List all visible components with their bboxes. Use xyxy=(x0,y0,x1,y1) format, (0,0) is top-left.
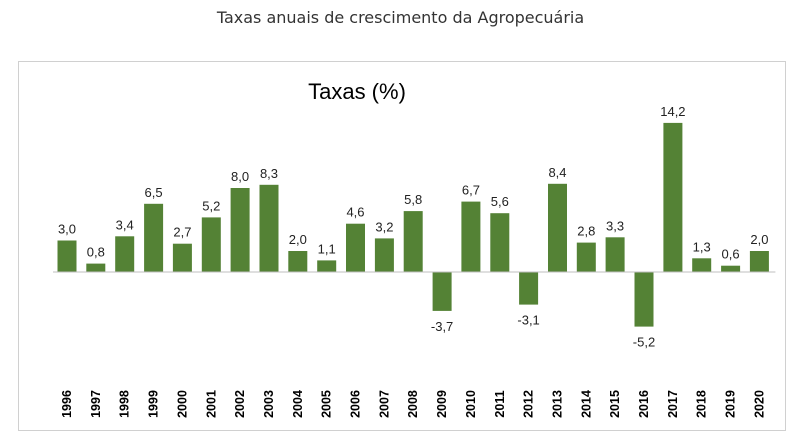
value-label-2000: 2,7 xyxy=(173,225,191,240)
x-tick-label-2005: 2005 xyxy=(320,390,334,418)
value-label-2003: 8,3 xyxy=(260,166,278,181)
bar-2009 xyxy=(432,272,452,311)
bar-1996 xyxy=(57,240,77,272)
x-tick-label-2006: 2006 xyxy=(349,390,363,418)
value-label-2005: 1,1 xyxy=(318,241,336,256)
x-tick-labels-layer: 1996 1997 1998 1999 2000 2001 2002 2003 2004 2005… xyxy=(60,390,766,418)
value-label-1997: 0,8 xyxy=(87,245,105,260)
chart-title: Taxas (%) xyxy=(308,79,406,104)
x-tick-label-2008: 2008 xyxy=(406,390,420,418)
value-label-1998: 3,4 xyxy=(116,217,134,232)
bar-2017 xyxy=(663,122,683,273)
x-tick-label-1997: 1997 xyxy=(89,390,103,418)
value-label-2013: 8,4 xyxy=(548,165,566,180)
x-tick-label-1999: 1999 xyxy=(147,390,161,418)
value-label-2007: 3,2 xyxy=(375,219,393,234)
bar-2004 xyxy=(288,251,308,272)
value-label-2019: 0,6 xyxy=(722,247,740,262)
bar-2005 xyxy=(317,260,337,272)
value-label-2001: 5,2 xyxy=(202,198,220,213)
x-tick-label-2013: 2013 xyxy=(551,390,565,418)
x-tick-label-2014: 2014 xyxy=(579,390,593,418)
bar-2003 xyxy=(259,184,279,272)
bar-2018 xyxy=(692,258,712,272)
bar-2015 xyxy=(605,237,625,272)
value-label-2012: -3,1 xyxy=(517,313,539,328)
value-label-2002: 8,0 xyxy=(231,169,249,184)
value-label-2014: 2,8 xyxy=(577,224,595,239)
value-label-2016: -5,2 xyxy=(633,335,655,350)
page-title: Taxas anuais de crescimento da Agropecuá… xyxy=(216,8,585,27)
value-label-1996: 3,0 xyxy=(58,222,76,237)
x-tick-label-2017: 2017 xyxy=(666,390,680,418)
x-tick-label-2010: 2010 xyxy=(464,390,478,418)
x-tick-label-1998: 1998 xyxy=(118,390,132,418)
value-label-2010: 6,7 xyxy=(462,183,480,198)
x-tick-label-2009: 2009 xyxy=(435,390,449,418)
bar-1999 xyxy=(144,203,164,273)
bars-layer xyxy=(57,122,769,327)
x-tick-label-2002: 2002 xyxy=(233,390,247,418)
bar-2012 xyxy=(519,272,539,305)
bar-2016 xyxy=(634,272,654,327)
x-tick-label-2020: 2020 xyxy=(752,390,766,418)
bar-1998 xyxy=(115,236,135,272)
bar-2008 xyxy=(403,211,423,272)
bar-2013 xyxy=(548,183,567,272)
x-tick-label-2011: 2011 xyxy=(493,390,507,417)
value-label-2015: 3,3 xyxy=(606,218,624,233)
bar-2000 xyxy=(172,243,192,273)
bar-2019 xyxy=(721,265,741,272)
chart-frame: Taxas (%) 3,0 0,8 3,4 6,5 2,7 5,2 8,0 8,3 2,0 1,1… xyxy=(18,61,786,431)
x-tick-label-2019: 2019 xyxy=(724,390,738,418)
x-tick-label-2007: 2007 xyxy=(377,390,391,418)
value-labels-layer: 3,0 0,8 3,4 6,5 2,7 5,2 8,0 8,3 2,0 1,1 4,6 3,2 5,8 -… xyxy=(58,104,768,350)
value-label-2004: 2,0 xyxy=(289,232,307,247)
x-tick-label-2003: 2003 xyxy=(262,390,276,418)
value-label-1999: 6,5 xyxy=(145,185,163,200)
x-tick-label-1996: 1996 xyxy=(60,390,74,418)
x-tick-label-2000: 2000 xyxy=(175,390,189,418)
value-label-2006: 4,6 xyxy=(346,205,364,220)
bar-1997 xyxy=(86,263,106,272)
value-label-2009: -3,7 xyxy=(431,319,453,334)
bar-2007 xyxy=(374,238,394,272)
x-tick-label-2015: 2015 xyxy=(608,390,622,418)
x-tick-label-2001: 2001 xyxy=(204,390,218,418)
value-label-2018: 1,3 xyxy=(693,239,711,254)
x-tick-label-2004: 2004 xyxy=(291,390,305,418)
bar-2011 xyxy=(490,213,510,272)
value-label-2011: 5,6 xyxy=(491,194,509,209)
bar-2010 xyxy=(461,201,481,272)
bar-chart: Taxas (%) 3,0 0,8 3,4 6,5 2,7 5,2 8,0 8,3 2,0 1,1… xyxy=(53,79,776,418)
value-label-2017: 14,2 xyxy=(660,104,685,119)
bar-2006 xyxy=(346,223,365,272)
bar-2001 xyxy=(201,217,221,272)
x-tick-label-2018: 2018 xyxy=(695,390,709,418)
value-label-2020: 2,0 xyxy=(750,232,768,247)
bar-2014 xyxy=(576,242,596,272)
x-tick-label-2012: 2012 xyxy=(522,390,536,418)
bar-2002 xyxy=(230,188,250,272)
bar-2020 xyxy=(749,251,769,272)
x-tick-label-2016: 2016 xyxy=(637,390,651,418)
value-label-2008: 5,8 xyxy=(404,192,422,207)
